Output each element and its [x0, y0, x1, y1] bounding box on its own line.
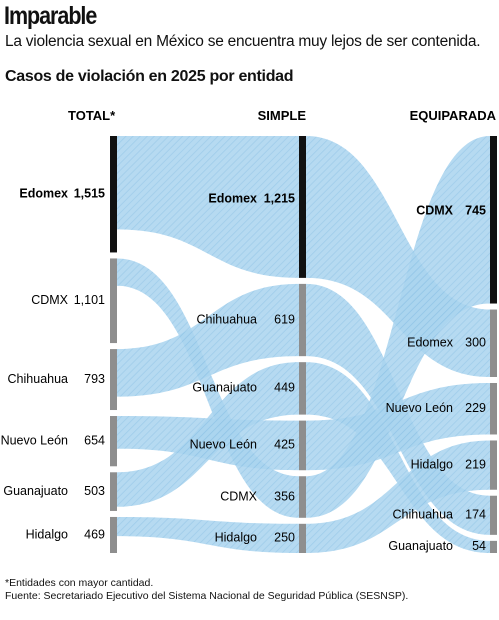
node-bar — [110, 136, 117, 253]
node-label-simple: Guanajuato — [192, 381, 257, 395]
node-bar — [110, 472, 117, 511]
node-label-equiparada: Guanajuato — [388, 539, 453, 553]
node-bar — [490, 136, 497, 304]
node-value-equiparada: 229 — [465, 401, 486, 415]
node-value-simple: 250 — [274, 531, 295, 545]
footnote: *Entidades con mayor cantidad. — [5, 577, 154, 589]
flow-total-simple — [117, 516, 299, 553]
headline: Imparable — [4, 2, 97, 30]
node-bar — [490, 382, 497, 435]
node-bar — [110, 258, 117, 344]
flow-total-simple — [117, 258, 299, 518]
node-label-simple: Edomex — [208, 191, 257, 205]
node-label-total: Guanajuato — [3, 484, 68, 498]
node-label-total: Hidalgo — [26, 527, 68, 541]
flow-total-simple — [117, 362, 299, 507]
node-value-simple: 449 — [274, 381, 295, 395]
node-value-equiparada: 54 — [472, 539, 486, 553]
node-value-total: 503 — [84, 484, 105, 498]
node-label-simple: Nuevo León — [190, 438, 257, 452]
node-label-equiparada: Edomex — [407, 336, 454, 350]
node-label-simple: Chihuahua — [197, 312, 258, 326]
node-label-total: Edomex — [19, 186, 68, 200]
node-label-total: Nuevo León — [1, 433, 68, 447]
node-label-equiparada: Chihuahua — [393, 508, 454, 522]
column-header-0: TOTAL* — [68, 108, 116, 123]
node-bar — [299, 136, 306, 278]
node-bar — [299, 283, 306, 357]
node-value-equiparada: 219 — [465, 457, 486, 471]
flow-simple-equiparada — [306, 362, 490, 553]
node-label-equiparada: CDMX — [416, 203, 453, 217]
node-bar — [110, 516, 117, 553]
flow-total-simple — [117, 283, 299, 397]
node-label-total: CDMX — [31, 293, 68, 307]
node-bar — [490, 440, 497, 490]
node-value-simple: 425 — [274, 438, 295, 452]
node-label-equiparada: Nuevo León — [386, 401, 453, 415]
subhead: La violencia sexual en México se encuent… — [5, 33, 481, 50]
column-header-1: SIMPLE — [258, 108, 307, 123]
node-value-total: 1,515 — [74, 186, 105, 200]
node-label-simple: Hidalgo — [215, 531, 257, 545]
node-bar — [490, 540, 497, 553]
node-bar — [490, 309, 497, 377]
column-header-2: EQUIPARADA — [410, 108, 497, 123]
chart-title: Casos de violación en 2025 por entidad — [5, 68, 294, 85]
node-value-simple: 1,215 — [264, 191, 295, 205]
node-value-total: 469 — [84, 527, 105, 541]
node-value-total: 793 — [84, 372, 105, 386]
node-label-equiparada: Hidalgo — [411, 457, 453, 471]
node-value-equiparada: 745 — [465, 203, 486, 217]
node-bar — [299, 362, 306, 415]
flow-simple-equiparada — [306, 136, 490, 518]
node-bar — [490, 495, 497, 535]
flow-simple-equiparada — [306, 440, 490, 553]
node-value-equiparada: 174 — [465, 508, 486, 522]
node-label-total: Chihuahua — [8, 372, 69, 386]
source-note: Fuente: Secretariado Ejecutivo del Siste… — [5, 590, 409, 602]
node-value-simple: 619 — [274, 312, 295, 326]
node-bar — [299, 523, 306, 553]
node-value-total: 654 — [84, 433, 105, 447]
node-bar — [299, 476, 306, 518]
node-value-simple: 356 — [274, 489, 295, 503]
flow-total-simple — [117, 136, 299, 278]
node-bar — [110, 416, 117, 467]
node-label-simple: CDMX — [220, 489, 257, 503]
node-value-equiparada: 300 — [465, 336, 486, 350]
node-bar — [110, 349, 117, 411]
node-bar — [299, 420, 306, 471]
node-value-total: 1,101 — [74, 293, 105, 307]
